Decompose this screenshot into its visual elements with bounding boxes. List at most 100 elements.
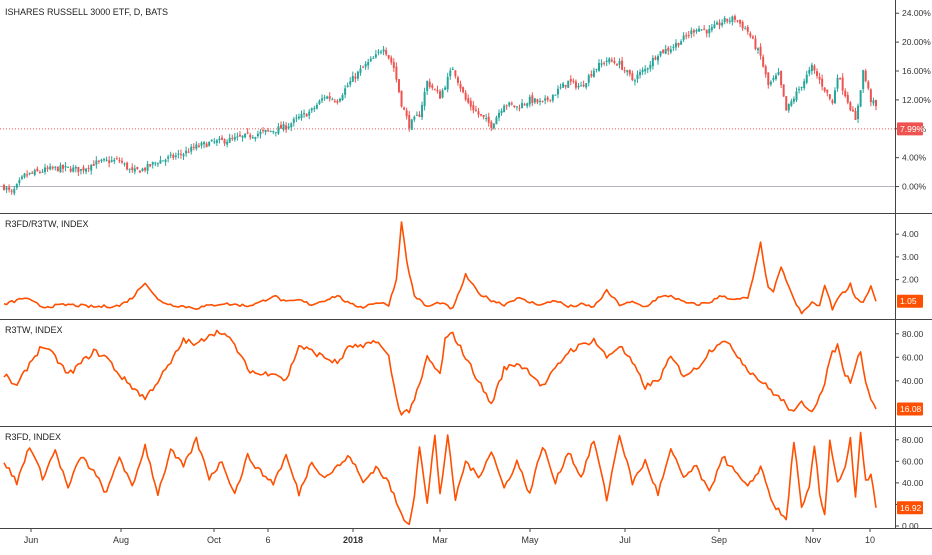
candle — [692, 30, 695, 33]
candle — [798, 89, 801, 91]
candle — [26, 174, 29, 176]
candle — [867, 81, 870, 89]
candle — [79, 169, 82, 171]
candle — [67, 166, 70, 168]
y-tick-label: 4.00% — [902, 153, 927, 163]
candle — [215, 140, 218, 143]
candle — [618, 61, 621, 65]
candle — [680, 41, 683, 45]
candle — [654, 57, 657, 60]
candle — [8, 187, 11, 190]
candle — [205, 143, 208, 148]
candle — [772, 78, 775, 80]
candle — [515, 106, 518, 108]
candle — [87, 167, 90, 169]
candle — [310, 108, 313, 111]
candle — [472, 104, 475, 111]
candle — [528, 96, 531, 105]
candle — [377, 51, 380, 53]
candle — [418, 114, 421, 117]
candle — [595, 69, 598, 71]
candle — [82, 167, 85, 171]
candle — [333, 100, 336, 102]
candle — [728, 20, 731, 22]
candle — [351, 75, 354, 82]
candle — [61, 164, 64, 169]
candle — [192, 146, 195, 148]
y-tick-label: 40.00 — [902, 478, 924, 488]
candle — [213, 141, 216, 143]
candle — [659, 51, 662, 56]
candle — [826, 89, 829, 93]
y-tick-label: 60.00 — [902, 456, 924, 466]
candle — [115, 158, 118, 160]
candle — [480, 114, 483, 116]
candle — [631, 73, 634, 81]
candle — [397, 79, 400, 93]
candle — [369, 58, 372, 62]
candle — [282, 124, 285, 130]
candle — [426, 81, 429, 92]
candle — [623, 70, 626, 72]
candle — [197, 145, 200, 147]
candle — [228, 137, 231, 143]
candle — [69, 168, 72, 172]
candle — [108, 160, 111, 164]
candle — [672, 46, 675, 48]
candle — [203, 142, 206, 145]
candle — [410, 119, 413, 130]
candle — [456, 77, 459, 83]
series-line — [3, 329, 877, 416]
candle — [326, 96, 329, 99]
candle — [51, 167, 54, 169]
candle — [572, 80, 575, 82]
y-tick-label: 80.00 — [902, 435, 924, 445]
candle — [392, 62, 395, 68]
candle — [272, 131, 275, 133]
candle — [495, 117, 498, 125]
candle — [651, 58, 654, 67]
series-line — [3, 431, 877, 526]
candle — [577, 85, 580, 88]
candle — [641, 70, 644, 73]
last-value-badge — [897, 402, 923, 416]
candle — [536, 99, 539, 103]
candle — [285, 125, 288, 130]
candle — [269, 130, 272, 132]
x-tick-label: Nov — [805, 535, 822, 545]
candle — [138, 170, 141, 173]
y-tick-label: 40.00 — [902, 376, 924, 386]
candle — [792, 98, 795, 102]
candle — [236, 136, 239, 138]
candle — [805, 74, 808, 83]
candle — [77, 166, 80, 173]
candle — [464, 92, 467, 100]
candle — [349, 81, 352, 85]
candle — [38, 171, 41, 173]
candle — [849, 102, 852, 111]
candle — [72, 167, 75, 172]
candle — [405, 110, 408, 117]
candle — [54, 166, 57, 168]
last-value-label: 7.99% — [900, 124, 925, 134]
candle — [731, 16, 734, 23]
candle — [300, 114, 303, 118]
candle — [669, 49, 672, 53]
candle — [621, 60, 624, 70]
candle — [587, 75, 590, 83]
candle — [546, 97, 549, 100]
candle — [308, 111, 311, 116]
candle — [110, 160, 113, 162]
candle — [5, 187, 8, 190]
candle — [149, 164, 152, 167]
series-line — [3, 221, 877, 315]
x-tick-label: 10 — [865, 535, 875, 545]
candle — [518, 107, 521, 109]
candle — [844, 90, 847, 97]
candle — [721, 22, 724, 26]
candle — [136, 166, 139, 170]
candle — [751, 36, 754, 39]
last-value-label: 16.92 — [900, 503, 922, 513]
candle — [344, 88, 347, 95]
